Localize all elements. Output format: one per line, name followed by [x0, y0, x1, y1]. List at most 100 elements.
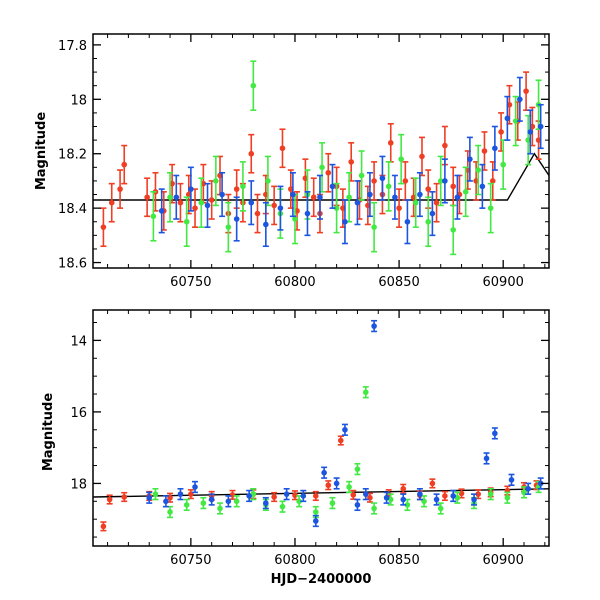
top-series-2-point-29 — [537, 103, 544, 150]
top-series-0 — [100, 71, 542, 248]
data-point — [121, 494, 128, 500]
data-point — [348, 159, 354, 165]
bottom-series-2-point-15 — [362, 487, 369, 501]
bottom-series-0-point-21 — [458, 488, 465, 499]
top-series-2-point-12 — [329, 163, 336, 209]
data-point — [371, 178, 377, 184]
data-point — [437, 505, 444, 512]
bottom-series-0-point-19 — [429, 478, 436, 489]
top-series-0-point-37 — [402, 161, 409, 201]
data-point — [219, 191, 225, 198]
top-x-tick-label: 60800 — [274, 275, 315, 290]
data-point — [317, 194, 323, 201]
top-series-0-point-8 — [177, 182, 184, 223]
data-point — [396, 205, 402, 211]
top-series-1-point-17 — [385, 161, 392, 212]
top-series-2-point-19 — [416, 171, 423, 218]
data-point — [183, 218, 190, 225]
bottom-series-2-point-19 — [416, 487, 423, 501]
data-point — [402, 178, 409, 184]
top-series-1-point-5 — [225, 201, 232, 253]
bottom-series-1-point-3 — [200, 496, 207, 510]
data-point — [442, 178, 448, 184]
data-point — [429, 480, 436, 487]
data-point — [479, 183, 486, 190]
data-point — [146, 494, 153, 501]
top-series-1 — [150, 60, 542, 256]
top-series-0-point-48 — [489, 161, 496, 201]
bottom-x-tick-label: 60850 — [378, 553, 419, 568]
bottom-series-2-point-13 — [341, 423, 348, 436]
top-series-1-point-27 — [512, 95, 519, 147]
top-plot-area — [93, 60, 549, 256]
data-point — [362, 389, 369, 396]
bottom-series-1-point-0 — [152, 487, 159, 501]
data-point — [333, 205, 340, 211]
data-point — [277, 205, 284, 211]
top-series-1-point-1 — [167, 171, 174, 223]
top-series-2-point-13 — [341, 199, 348, 245]
data-point — [321, 469, 327, 476]
top-series-0-point-4 — [144, 177, 151, 218]
top-series-1-point-0 — [150, 191, 157, 242]
top-series-1-point-24 — [475, 144, 482, 196]
top-series-1-point-15 — [358, 150, 365, 201]
bottom-x-tick-label: 60750 — [170, 553, 211, 568]
top-series-0-point-12 — [208, 180, 215, 220]
bottom-series-1-point-6 — [250, 487, 257, 501]
bottom-series-1-point-14 — [362, 386, 369, 399]
data-point — [433, 199, 440, 206]
data-point — [346, 194, 352, 201]
top-series-2-point-10 — [304, 191, 311, 237]
top-y-tick-label: 17.8 — [58, 39, 87, 54]
data-point — [425, 218, 432, 225]
top-series-2-point-27 — [516, 76, 523, 122]
bottom-series-2-point-25 — [508, 473, 515, 487]
data-point — [265, 178, 271, 184]
data-point — [290, 191, 296, 198]
data-point — [442, 493, 448, 499]
data-point — [217, 505, 223, 512]
bottom-series-0-point-9 — [271, 491, 278, 503]
data-point — [450, 493, 457, 499]
bottom-series-2-point-4 — [208, 493, 215, 506]
top-series-0-point-27 — [325, 152, 332, 193]
data-point — [404, 502, 411, 508]
data-point — [417, 191, 423, 198]
top-x-tick-label: 60750 — [170, 275, 211, 290]
data-point — [192, 205, 198, 211]
bottom-series-2-point-23 — [483, 452, 490, 465]
top-panel: 60750 60800 60850 60900 17.8 18 18.2 18.4 18.6 — [58, 33, 550, 290]
top-series-1-point-3 — [198, 177, 205, 228]
data-point — [263, 221, 269, 228]
bottom-series-2-point-6 — [246, 489, 253, 503]
data-point — [483, 455, 490, 462]
top-series-2-point-5 — [233, 196, 240, 242]
bottom-series-2-point-1 — [162, 495, 169, 508]
top-series-2-point-16 — [379, 155, 386, 201]
data-point — [517, 96, 523, 103]
top-series-0-point-10 — [192, 188, 199, 228]
data-point — [240, 183, 246, 190]
top-series-2-point-14 — [354, 180, 361, 226]
bottom-series-2-point-8 — [283, 487, 290, 501]
data-point — [225, 498, 232, 505]
data-point — [487, 205, 494, 211]
top-series-1-point-25 — [487, 182, 494, 234]
data-point — [198, 199, 205, 206]
top-series-0-point-2 — [117, 169, 124, 209]
data-point — [358, 172, 365, 179]
data-point — [229, 492, 236, 498]
top-series-2-point-8 — [277, 185, 284, 231]
data-point — [504, 115, 511, 122]
bottom-series-2-point-5 — [225, 495, 232, 508]
top-series-1-point-6 — [239, 161, 246, 212]
bottom-series-0-point-2 — [121, 491, 128, 503]
top-series-1-point-13 — [333, 182, 340, 234]
top-series-1-point-2 — [183, 196, 190, 248]
bottom-series-2-point-24 — [491, 427, 498, 440]
data-point — [527, 129, 534, 135]
top-series-1-point-19 — [412, 177, 419, 228]
top-series-0-point-3 — [121, 144, 128, 185]
data-point — [458, 490, 465, 497]
